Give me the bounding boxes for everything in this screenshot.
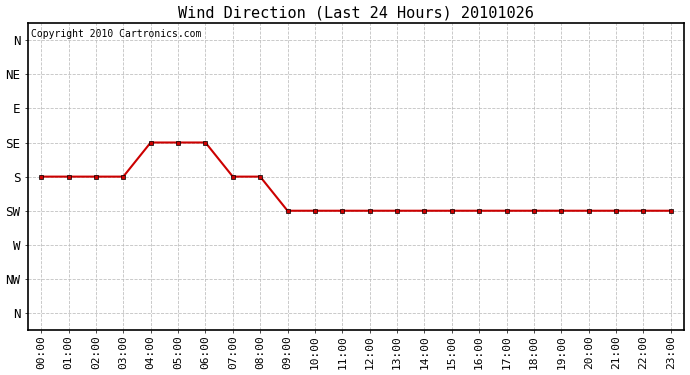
Title: Wind Direction (Last 24 Hours) 20101026: Wind Direction (Last 24 Hours) 20101026 [178,6,534,21]
Text: Copyright 2010 Cartronics.com: Copyright 2010 Cartronics.com [31,29,201,39]
